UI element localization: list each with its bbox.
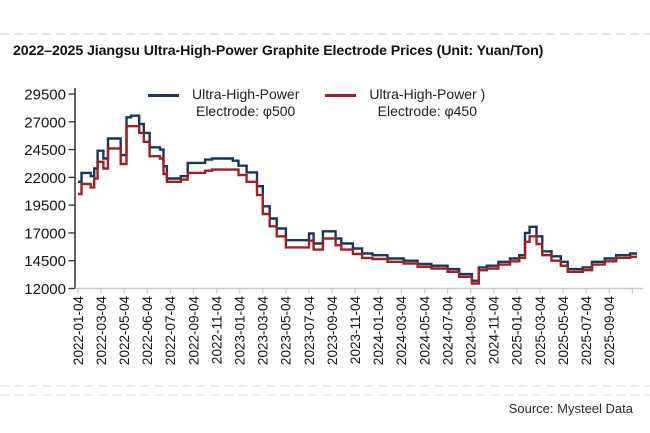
legend-item-phi500: Ultra-High-Power Electrode: φ500 (148, 86, 299, 120)
x-tick-label: 2025-07-04 (579, 296, 594, 366)
x-tick-label: 2023-09-04 (325, 296, 340, 366)
legend-label-phi500-line1: Ultra-High-Power (192, 86, 300, 102)
chart-legend: Ultra-High-Power Electrode: φ500 Ultra-H… (148, 86, 485, 120)
source-note: Source: Mysteel Data (508, 401, 633, 416)
x-tick-label: 2025-09-04 (602, 296, 617, 366)
series-line-1 (78, 125, 637, 285)
legend-item-phi450: Ultra-High-Power ) Electrode: φ450 (325, 86, 485, 120)
x-tick-label: 2022-05-04 (117, 296, 132, 366)
top-divider (0, 33, 650, 35)
y-tick-label: 22000 (24, 170, 66, 187)
legend-line-swatch-phi500 (148, 94, 179, 97)
x-tick-label: 2024-11-04 (487, 296, 502, 365)
x-tick-label: 2023-03-04 (256, 296, 271, 366)
y-tick-label: 19500 (24, 198, 66, 215)
x-tick-label: 2024-01-04 (371, 296, 386, 366)
bottom-divider-1 (0, 385, 650, 387)
y-tick-label: 14500 (24, 253, 66, 270)
legend-label-phi500-line2: Electrode: φ500 (195, 103, 296, 120)
y-tick-label: 29500 (24, 87, 66, 104)
x-tick-label: 2022-03-04 (94, 296, 109, 366)
x-tick-label: 2022-09-04 (186, 296, 201, 366)
x-tick-label: 2022-11-04 (209, 296, 224, 365)
x-tick-label: 2023-05-04 (279, 296, 294, 366)
y-tick-label: 12000 (24, 281, 66, 298)
x-tick-label: 2022-01-04 (71, 296, 86, 366)
x-tick-label: 2022-06-04 (140, 296, 155, 366)
x-tick-label: 2024-05-04 (417, 296, 432, 366)
y-tick-label: 27000 (24, 114, 66, 131)
legend-label-phi450-line1: Ultra-High-Power ) (369, 86, 486, 102)
legend-line-swatch-phi450 (325, 94, 357, 97)
x-tick-label: 2023-01-04 (233, 296, 248, 366)
y-tick-label: 24500 (24, 142, 66, 159)
x-tick-label: 2023-07-04 (302, 296, 317, 366)
x-tick-label: 2025-03-04 (533, 296, 548, 366)
x-tick-label: 2024-03-04 (394, 296, 409, 366)
x-tick-label: 2025-05-04 (556, 296, 571, 366)
x-tick-label: 2024-07-04 (440, 296, 455, 366)
x-tick-label: 2022-07-04 (163, 296, 178, 366)
series-line-0 (78, 114, 637, 282)
x-tick-label: 2023-11-04 (348, 296, 363, 365)
bottom-divider-2 (0, 394, 650, 396)
y-tick-label: 17000 (24, 225, 66, 242)
legend-label-phi450-line2: Electrode: φ450 (377, 103, 477, 120)
x-tick-label: 2024-09-04 (464, 296, 479, 366)
x-tick-label: 2025-01-04 (510, 296, 525, 366)
chart-title: 2022–2025 Jiangsu Ultra-High-Power Graph… (13, 43, 544, 59)
